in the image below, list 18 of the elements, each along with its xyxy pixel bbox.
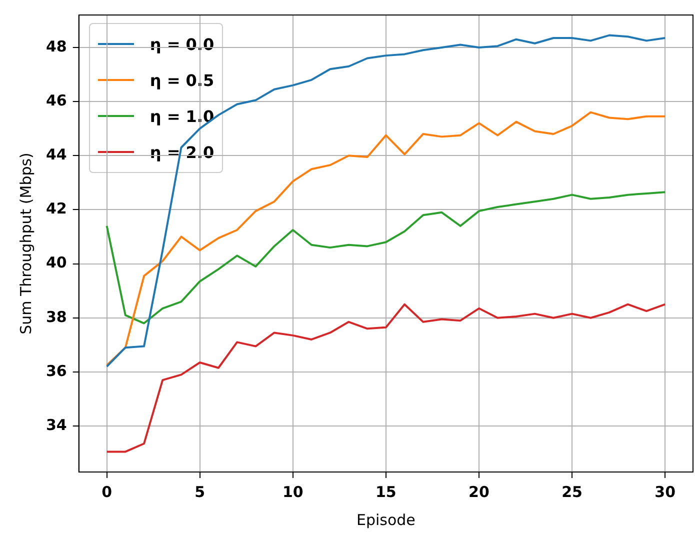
y-tick-label: 38: [46, 308, 67, 326]
y-tick-label: 34: [46, 416, 67, 434]
x-tick-label: 25: [562, 482, 582, 501]
x-tick-label: 15: [376, 482, 396, 501]
y-axis-title: Sum Throughput (Mbps): [16, 152, 35, 334]
y-tick-label: 44: [46, 146, 67, 164]
x-tick-label: 5: [194, 482, 206, 501]
y-tick-label: 40: [46, 254, 67, 272]
y-tick-label: 48: [46, 37, 67, 56]
x-tick-label: 20: [468, 482, 490, 501]
x-tick-label: 10: [282, 482, 304, 501]
y-tick-label: 36: [46, 362, 67, 380]
y-tick-label: 42: [46, 200, 67, 218]
x-tick-label: 0: [102, 482, 112, 501]
legend-label: η = 0.5: [150, 70, 214, 90]
x-tick-label: 30: [654, 482, 676, 501]
y-tick-label: 46: [46, 91, 67, 110]
x-axis-title: Episode: [356, 510, 416, 529]
